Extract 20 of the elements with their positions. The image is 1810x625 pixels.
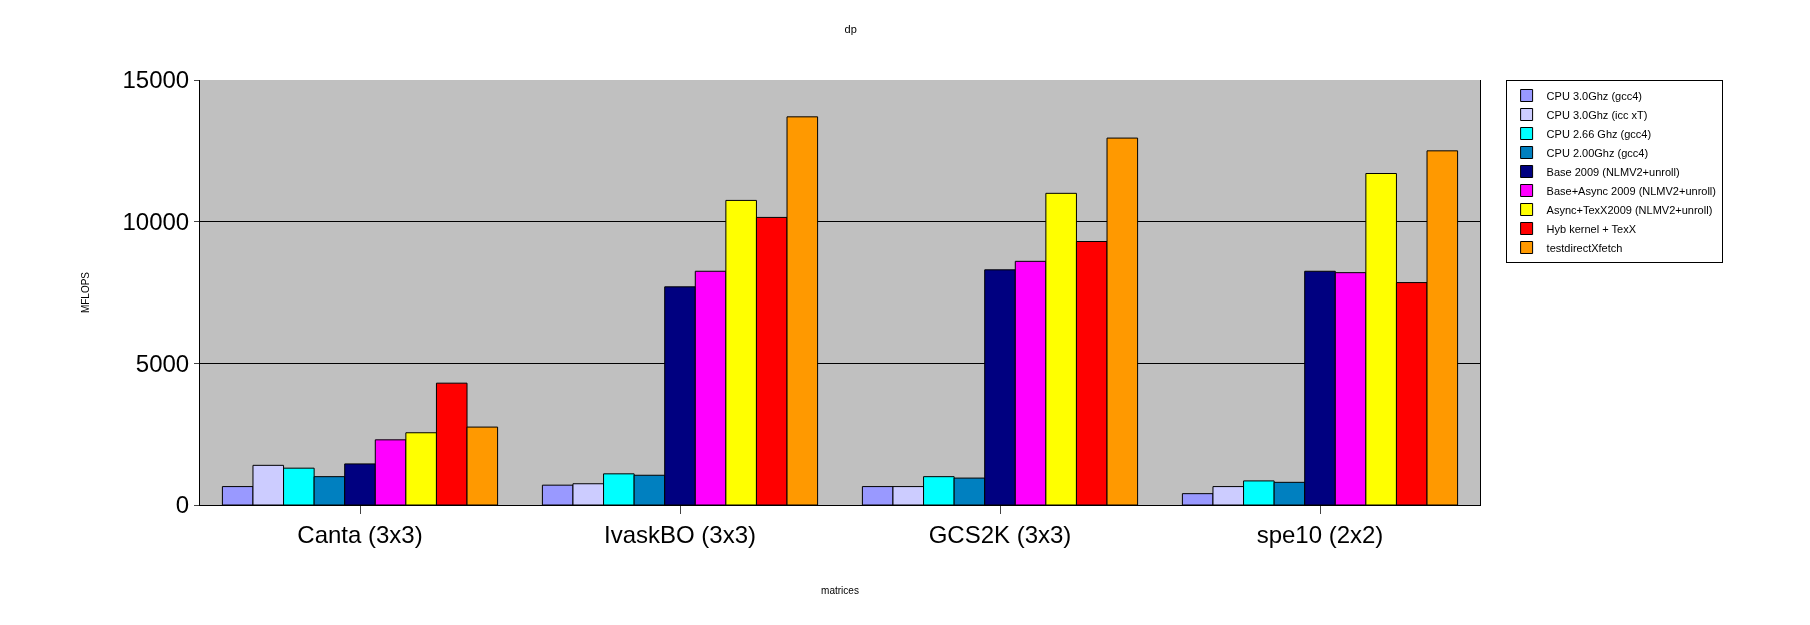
legend-label: Base+Async 2009 (NLMV2+unroll): [1546, 184, 1716, 197]
y-tick-label: 5000: [135, 349, 190, 377]
x-axis-title: matrices: [821, 585, 859, 597]
x-tick-label: IvaskBO (3x3): [603, 520, 757, 548]
y-tick-label: 15000: [122, 66, 190, 94]
legend-label: testdirectXfetch: [1546, 241, 1623, 254]
legend-label: CPU 2.00Ghz (gcc4): [1546, 146, 1649, 159]
legend-label: Async+TexX2009 (NLMV2+unroll): [1546, 203, 1713, 216]
chart-title: dp: [844, 22, 857, 35]
y-axis-title: MFLOPS: [80, 271, 92, 314]
x-tick-label: Canta (3x3): [297, 520, 423, 548]
legend-label: Hyb kernel + TexX: [1546, 222, 1637, 235]
legend-label: CPU 3.0Ghz (gcc4): [1546, 89, 1642, 102]
legend-label: Base 2009 (NLMV2+unroll): [1546, 165, 1680, 178]
y-tick-label: 10000: [122, 208, 190, 236]
x-tick-label: spe10 (2x2): [1256, 520, 1384, 548]
y-tick-label: 0: [175, 491, 190, 519]
legend-label: CPU 2.66 Ghz (gcc4): [1546, 127, 1652, 140]
x-tick-label: GCS2K (3x3): [928, 520, 1072, 548]
legend-label: CPU 3.0Ghz (icc xT): [1546, 108, 1648, 121]
